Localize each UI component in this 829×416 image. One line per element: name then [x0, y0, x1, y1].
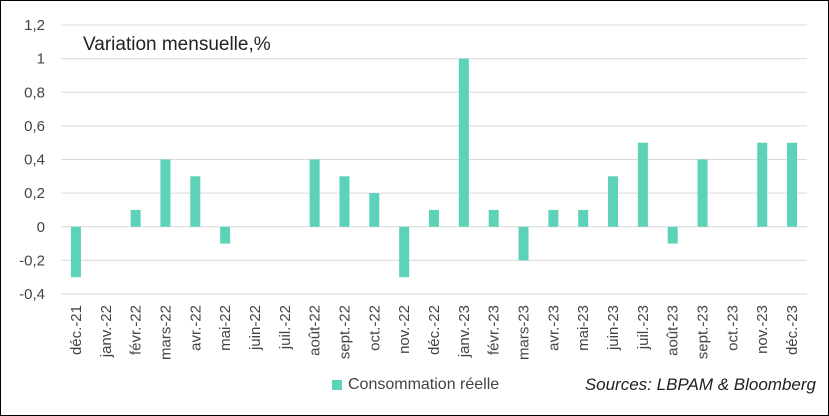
bar: [399, 226, 410, 278]
bar: [190, 176, 201, 227]
x-tick-label: juin-22: [247, 305, 264, 351]
y-tick-label: 0,8: [24, 84, 45, 101]
y-tick-label: 0,6: [24, 118, 45, 135]
gridlines: [61, 24, 807, 295]
bar: [339, 176, 350, 227]
x-tick-label: juil.-23: [635, 305, 652, 350]
bar: [369, 193, 380, 227]
x-tick-label: avr.-22: [187, 305, 204, 351]
source-note: Sources: LBPAM & Bloomberg: [584, 375, 816, 394]
bar: [578, 209, 589, 227]
bar: [637, 142, 648, 227]
x-tick-label: sept.-22: [336, 305, 353, 359]
bars: [70, 58, 798, 278]
bar: [697, 159, 708, 227]
x-tick-label: août-22: [307, 305, 324, 356]
x-tick-label: nov.-22: [396, 305, 413, 354]
x-tick-label: nov.-23: [754, 305, 771, 354]
chart-title: Variation mensuelle,%: [83, 34, 271, 55]
x-tick-label: mars-22: [157, 305, 174, 360]
x-axis-ticks: déc.-21 janv.-22 févr.-22 mars-22 avr.-22 mai…: [68, 305, 801, 360]
x-tick-label: févr.-23: [486, 305, 503, 355]
x-tick-label: juin-23: [605, 305, 622, 351]
x-tick-label: oct.-23: [724, 305, 741, 351]
x-tick-label: mars-23: [516, 305, 533, 360]
x-tick-label: janv.-22: [98, 305, 115, 358]
y-tick-label: 1: [37, 51, 45, 68]
x-tick-label: févr.-22: [128, 305, 145, 355]
y-tick-label: 0,2: [24, 185, 45, 202]
x-tick-label: juil.-22: [277, 305, 294, 350]
y-tick-label: -0,4: [19, 286, 45, 303]
bar: [70, 226, 81, 278]
y-tick-label: 1,2: [24, 17, 45, 34]
bar: [220, 226, 231, 244]
x-tick-label: déc.-21: [68, 305, 85, 355]
bar: [608, 176, 619, 227]
x-tick-label: janv.-23: [456, 305, 473, 358]
x-tick-label: oct.-22: [366, 305, 383, 351]
x-tick-label: août-23: [665, 305, 682, 356]
legend: Consommation réelle: [332, 374, 499, 396]
x-tick-label: déc.-23: [784, 305, 801, 355]
y-axis-ticks: -0,4 -0,2 0 0,2 0,4 0,6 0,8 1 1,2: [19, 17, 45, 303]
bar: [667, 226, 678, 244]
bar: [130, 209, 141, 227]
y-tick-label: 0: [37, 219, 45, 236]
y-tick-label: 0,4: [24, 152, 45, 169]
bar: [488, 209, 499, 227]
bar: [309, 159, 320, 227]
x-tick-label: mai-23: [575, 305, 592, 351]
x-tick-label: avr.-23: [545, 305, 562, 351]
legend-swatch: [332, 380, 342, 390]
x-tick-label: mai-22: [217, 305, 234, 351]
bar: [518, 226, 529, 261]
bar: [787, 142, 798, 227]
bar: [458, 58, 469, 227]
legend-label: Consommation réelle: [348, 376, 500, 393]
y-tick-label: -0,2: [19, 252, 45, 269]
bar: [757, 142, 768, 227]
bar: [160, 159, 171, 227]
x-tick-label: déc.-22: [426, 305, 443, 355]
x-tick-label: sept.-23: [695, 305, 712, 359]
bar: [429, 209, 439, 227]
bar: [548, 209, 559, 227]
